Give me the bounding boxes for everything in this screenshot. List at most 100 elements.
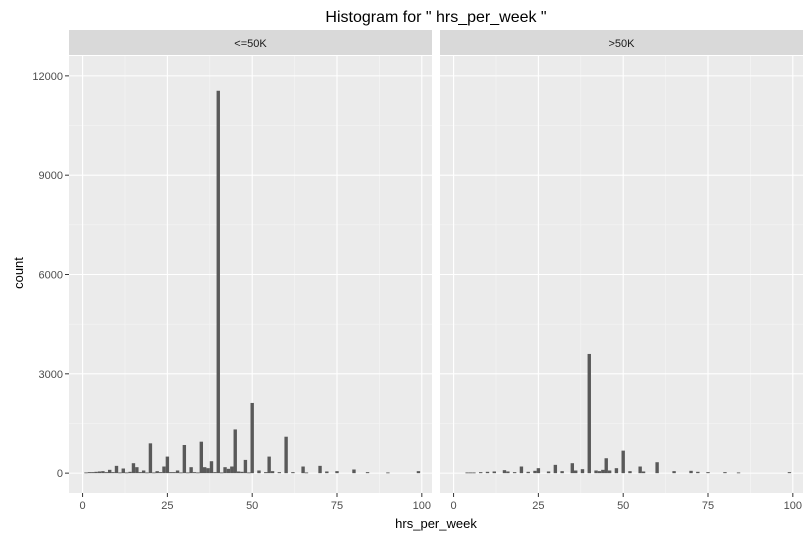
x-tick-label: 50 [246,500,258,512]
histogram-bar-le-50k [284,436,288,474]
histogram-bar-gt-50k [492,471,496,474]
histogram-bar-le-50k [365,472,370,474]
histogram-bar-gt-50k [533,470,537,474]
histogram-bar-le-50k [101,471,105,474]
histogram-bar-le-50k [148,443,153,474]
histogram-bar-le-50k [97,471,102,474]
histogram-bar-le-50k [386,472,390,474]
histogram-bar-le-50k [175,470,180,474]
x-tick-label: 25 [532,500,544,512]
histogram-bar-le-50k [84,472,88,474]
x-tick-label: 75 [702,500,714,512]
bars-le-50k [84,90,421,474]
histogram-bar-gt-50k [736,472,741,474]
x-tick-label: 100 [784,500,802,512]
histogram-bar-gt-50k [553,464,558,474]
histogram-bar-le-50k [325,471,329,474]
histogram-bar-le-50k [270,471,275,474]
histogram-bar-le-50k [165,456,170,474]
histogram-bar-le-50k [186,472,190,474]
histogram-bar-le-50k [416,471,421,474]
histogram-bar-le-50k [236,471,241,474]
histogram-bar-le-50k [199,441,204,474]
histogram-bar-gt-50k [621,450,625,474]
histogram-bar-le-50k [118,472,122,474]
histogram-bar-le-50k [335,471,339,474]
histogram-bar-gt-50k [638,466,642,474]
y-tick-label: 3000 [39,369,63,381]
x-tick-label: 0 [80,500,86,512]
y-tick-label: 12000 [32,71,63,83]
histogram-bar-le-50k [128,471,132,474]
histogram-bar-gt-50k [574,470,578,474]
x-tick-label: 25 [161,500,173,512]
histogram-bar-gt-50k [607,470,612,474]
histogram-bar-le-50k [114,465,119,474]
x-tick-label: 100 [413,500,431,512]
histogram-bar-le-50k [216,90,220,474]
panel-strip-gt-50k [440,30,803,55]
histogram-bar-le-50k [243,459,248,474]
histogram-bar-le-50k [182,444,187,474]
histogram-bar-le-50k [267,456,271,474]
histogram-bar-gt-50k [506,471,510,474]
histogram-bar-le-50k [141,470,146,474]
histogram-bar-le-50k [233,429,237,474]
histogram-bar-gt-50k [465,472,469,474]
histogram-bar-le-50k [291,472,295,474]
histogram-bar-le-50k [230,466,234,474]
y-axis-ticks: 0 3000 6000 9000 12000 [32,71,69,480]
panel-gt-50k: >50K 0 25 50 75 100 [440,30,803,512]
histogram-bar-le-50k [250,402,254,474]
histogram-bar-gt-50k [641,471,646,474]
y-tick-label: 0 [57,468,63,480]
histogram-bar-gt-50k [689,470,693,474]
x-tick-label: 75 [331,500,343,512]
histogram-bar-le-50k [158,472,163,474]
histogram-bar-gt-50k [628,471,632,474]
histogram-bar-le-50k [226,468,231,474]
x-axis-ticks-gt-50k: 0 25 50 75 100 [451,493,802,512]
panel-label-le-50k: <=50K [234,38,267,50]
histogram-bar-gt-50k [723,472,727,474]
histogram-bar-le-50k [169,472,173,474]
histogram-bar-gt-50k [560,471,564,474]
histogram-bar-le-50k [145,472,149,474]
histogram-bar-gt-50k [655,462,659,474]
histogram-bar-le-50k [304,472,309,474]
x-tick-label: 50 [617,500,629,512]
histogram-bar-gt-50k [546,471,551,474]
histogram-bar-le-50k [189,467,193,474]
histogram-bar-gt-50k [672,471,676,474]
histogram-bar-gt-50k [526,471,530,474]
histogram-bar-le-50k [196,472,200,474]
histogram-bar-le-50k [138,472,142,474]
histogram-bar-gt-50k [706,472,710,474]
y-axis-title: count [11,257,26,289]
histogram-bar-le-50k [219,472,224,474]
bars-gt-50k [465,353,792,474]
histogram-bar-gt-50k [601,469,605,474]
histogram-bar-le-50k [209,461,214,474]
histogram-bar-le-50k [192,472,197,474]
histogram-bar-gt-50k [479,472,483,474]
histogram-bar-le-50k [172,472,176,474]
panel-label-gt-50k: >50K [609,38,636,50]
histogram-bar-gt-50k [570,463,575,474]
histogram-bar-le-50k [206,468,210,474]
histogram-bar-le-50k [131,463,136,474]
chart-title: Histogram for " hrs_per_week " [325,9,546,26]
histogram-bar-le-50k [301,466,305,474]
histogram-bar-le-50k [264,472,268,474]
histogram-bar-le-50k [124,472,129,474]
histogram-bar-le-50k [318,465,322,474]
histogram-bar-gt-50k [485,471,490,474]
histogram-bar-le-50k [135,467,139,474]
histogram-bar-le-50k [247,472,251,474]
x-axis-title: hrs_per_week [395,516,477,531]
histogram-bar-gt-50k [502,470,507,474]
histogram-bar-gt-50k [512,472,517,474]
x-tick-label: 0 [451,500,457,512]
y-tick-label: 9000 [39,170,63,182]
